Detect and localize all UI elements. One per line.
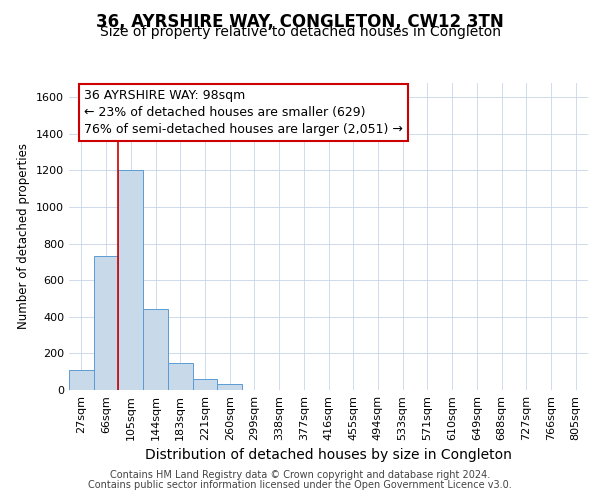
Text: Size of property relative to detached houses in Congleton: Size of property relative to detached ho… (100, 25, 500, 39)
Text: Contains HM Land Registry data © Crown copyright and database right 2024.: Contains HM Land Registry data © Crown c… (110, 470, 490, 480)
Bar (69, 370, 94, 390)
Text: 36 AYRSHIRE WAY: 98sqm
← 23% of detached houses are smaller (629)
76% of semi-de: 36 AYRSHIRE WAY: 98sqm ← 23% of detached… (84, 88, 403, 136)
Bar (94, 256, 118, 390)
Text: Contains public sector information licensed under the Open Government Licence v3: Contains public sector information licen… (88, 480, 512, 490)
Bar (217, 384, 242, 390)
Bar (118, 170, 143, 390)
X-axis label: Distribution of detached houses by size in Congleton: Distribution of detached houses by size … (145, 448, 512, 462)
Text: 36, AYRSHIRE WAY, CONGLETON, CW12 3TN: 36, AYRSHIRE WAY, CONGLETON, CW12 3TN (96, 12, 504, 30)
Y-axis label: Number of detached properties: Number of detached properties (17, 143, 31, 329)
Bar (143, 310, 168, 390)
Bar (193, 379, 217, 390)
Bar (168, 364, 193, 390)
